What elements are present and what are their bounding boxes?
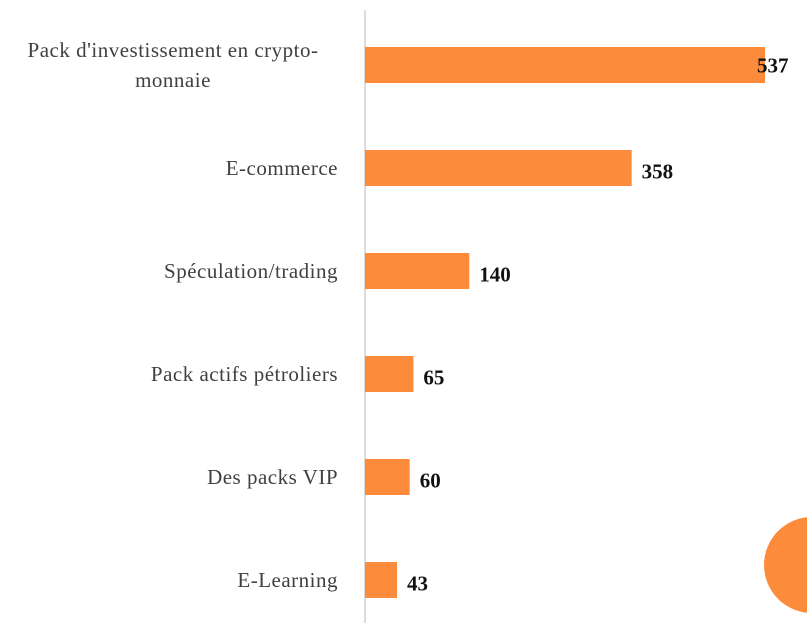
- value-label: 43: [407, 571, 429, 596]
- bar: [365, 47, 765, 83]
- category-label: E-Learning: [237, 568, 338, 592]
- decoration: [764, 517, 807, 613]
- value-label: 358: [641, 159, 674, 184]
- bar: [365, 253, 470, 289]
- category-label: Pack d'investissement en crypto-monnaie: [27, 38, 319, 92]
- value-label: 140: [479, 262, 511, 287]
- category-label: E-commerce: [225, 156, 338, 180]
- bar: [365, 150, 632, 186]
- category-label: Pack actifs pétroliers: [150, 362, 338, 386]
- value-label: 537: [757, 53, 789, 78]
- bar: [365, 459, 410, 495]
- category-label: Des packs VIP: [207, 465, 338, 489]
- bar: [365, 562, 398, 598]
- bar: [365, 356, 414, 392]
- value-label: 65: [423, 365, 445, 390]
- category-label: Spéculation/trading: [164, 259, 338, 283]
- value-label: 60: [419, 468, 441, 493]
